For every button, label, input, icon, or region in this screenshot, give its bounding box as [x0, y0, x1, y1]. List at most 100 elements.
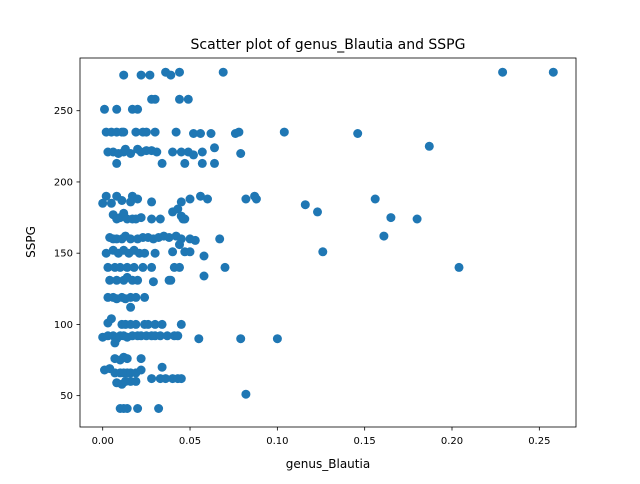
points-layer	[98, 67, 558, 413]
scatter-point	[155, 214, 165, 224]
scatter-point	[119, 127, 129, 137]
scatter-point	[133, 275, 143, 285]
scatter-point	[176, 197, 186, 207]
y-tick-label: 200	[54, 177, 73, 188]
y-tick-label: 150	[54, 249, 73, 260]
scatter-point	[150, 248, 160, 258]
scatter-point	[175, 67, 184, 77]
scatter-point	[183, 94, 193, 104]
scatter-point	[203, 194, 212, 204]
scatter-point	[136, 354, 146, 364]
scatter-point	[140, 248, 150, 258]
scatter-point	[197, 147, 207, 157]
scatter-point	[138, 262, 148, 272]
plot-frame	[79, 57, 577, 428]
scatter-point	[150, 319, 160, 329]
scatter-point	[300, 200, 310, 210]
scatter-point	[199, 271, 209, 281]
scatter-point	[140, 292, 150, 302]
scatter-point	[133, 404, 143, 413]
scatter-point	[218, 67, 228, 77]
scatter-point	[196, 129, 205, 138]
scatter-point	[168, 147, 178, 157]
scatter-point	[150, 94, 160, 104]
y-tick-label: 250	[54, 106, 73, 117]
scatter-point	[147, 374, 157, 384]
scatter-point	[220, 262, 230, 272]
scatter-point	[180, 214, 190, 224]
scatter-point	[122, 354, 132, 364]
scatter-point	[131, 376, 141, 386]
scatter-point	[168, 247, 178, 257]
scatter-point	[129, 262, 139, 272]
scatter-point	[162, 331, 172, 341]
x-tick-label: 0.20	[441, 436, 463, 447]
scatter-point	[110, 338, 120, 348]
y-tick-label: 50	[60, 391, 73, 402]
scatter-point	[106, 314, 116, 324]
scatter-point	[147, 214, 157, 224]
scatter-point	[154, 404, 164, 413]
scatter-point	[126, 149, 136, 158]
scatter-point	[147, 262, 157, 272]
scatter-point	[454, 262, 464, 272]
scatter-point	[119, 70, 129, 80]
scatter-point	[180, 158, 190, 168]
x-tick-label: 0.25	[528, 436, 550, 447]
scatter-point	[166, 275, 176, 285]
scatter-point	[122, 262, 132, 272]
scatter-point	[117, 196, 127, 205]
scatter-point	[133, 104, 143, 114]
scatter-point	[236, 334, 246, 344]
scatter-point	[103, 262, 113, 272]
scatter-point	[136, 365, 146, 375]
scatter-point	[126, 234, 136, 244]
scatter-point	[150, 127, 160, 137]
scatter-point	[318, 247, 328, 257]
scatter-point	[379, 231, 389, 241]
scatter-point	[141, 127, 151, 137]
scatter-point	[175, 240, 184, 250]
scatter-point	[155, 331, 165, 341]
scatter-point	[210, 143, 219, 153]
scatter-point	[386, 213, 396, 223]
scatter-point	[98, 198, 108, 208]
scatter-point	[176, 319, 186, 329]
scatter-point	[190, 235, 200, 245]
scatter-point	[166, 70, 176, 80]
scatter-point	[370, 194, 380, 204]
scatter-point	[101, 248, 111, 258]
scatter-point	[136, 70, 146, 80]
scatter-point	[136, 213, 146, 223]
scatter-point	[241, 194, 251, 204]
axes-layer: 0.00 0.05 0.10 0.15 0.20 0.25 50 100 150 200 250	[54, 57, 577, 447]
x-tick-label: 0.00	[92, 436, 114, 447]
scatter-point	[251, 194, 261, 204]
scatter-point	[175, 94, 184, 104]
scatter-point	[168, 207, 178, 217]
scatter-point	[210, 158, 219, 168]
scatter-point	[164, 233, 174, 242]
scatter-point	[194, 334, 204, 344]
scatter-point	[272, 334, 282, 344]
scatter-point	[424, 141, 434, 151]
scatter-point	[548, 67, 558, 77]
scatter-point	[185, 247, 195, 257]
scatter-point	[313, 207, 322, 217]
scatter-point	[171, 127, 181, 137]
scatter-point	[131, 127, 141, 137]
scatter-point	[106, 198, 116, 208]
scatter-point	[101, 191, 111, 201]
x-tick-label: 0.10	[266, 436, 288, 447]
scatter-point	[234, 127, 244, 137]
scatter-point	[122, 404, 132, 413]
scatter-point	[236, 149, 246, 158]
scatter-point	[131, 292, 141, 302]
scatter-point	[112, 275, 122, 285]
scatter-point	[176, 374, 186, 384]
scatter-point	[189, 129, 198, 138]
scatter-point	[279, 127, 289, 137]
scatter-point	[176, 147, 186, 157]
scatter-point	[126, 302, 136, 312]
